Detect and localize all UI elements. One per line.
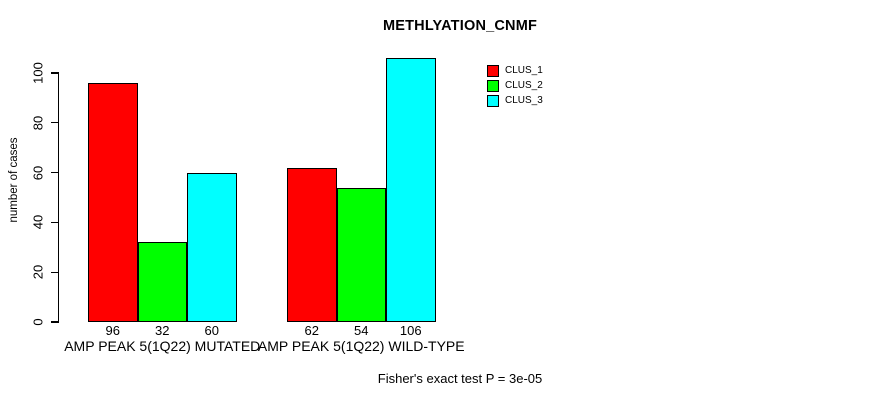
- y-axis-line: [58, 73, 60, 322]
- legend-color-swatch: [487, 64, 499, 77]
- bar-clus_1: [88, 82, 138, 322]
- y-axis-title: number of cases: [8, 137, 20, 223]
- legend-label: CLUS_2: [505, 80, 543, 92]
- bar-clus_1: [287, 167, 337, 322]
- y-axis-tick-label: 40: [30, 215, 46, 230]
- footnote-text: Fisher's exact test P = 3e-05: [377, 371, 543, 386]
- bar-value-label: 32: [155, 323, 170, 338]
- y-axis-tick: [51, 221, 59, 223]
- legend-label: CLUS_1: [505, 64, 543, 76]
- y-axis-tick-label: 100: [30, 62, 46, 84]
- legend-item-clus_2: CLUS_2: [487, 78, 543, 93]
- bar-clus_2: [336, 187, 386, 322]
- bar-clus_3: [187, 172, 237, 322]
- bar-clus_2: [137, 242, 187, 322]
- bar-value-label: 54: [354, 323, 369, 338]
- y-axis-tick: [51, 72, 59, 74]
- bar-value-label: 106: [399, 323, 422, 338]
- legend-item-clus_1: CLUS_1: [487, 63, 543, 78]
- y-axis-tick: [51, 122, 59, 124]
- legend-color-swatch: [487, 95, 499, 108]
- legend-item-clus_3: CLUS_3: [487, 94, 543, 109]
- x-axis-group-label: AMP PEAK 5(1Q22) WILD-TYPE: [257, 338, 465, 354]
- bar-value-label: 60: [204, 323, 219, 338]
- y-axis-tick-label: 20: [30, 264, 46, 280]
- bar-value-label: 62: [304, 323, 319, 338]
- y-axis-tick: [51, 172, 59, 174]
- y-axis-tick: [51, 271, 59, 273]
- legend: CLUS_1 CLUS_2 CLUS_3: [487, 63, 543, 109]
- bar-value-label: 96: [105, 323, 120, 338]
- y-axis-tick-label: 60: [30, 165, 46, 180]
- bar-clus_3: [386, 58, 436, 322]
- legend-color-swatch: [487, 80, 499, 93]
- y-axis-tick: [51, 321, 59, 323]
- y-axis-tick-label: 0: [30, 318, 46, 326]
- x-axis-group-label: AMP PEAK 5(1Q22) MUTATED: [64, 338, 261, 354]
- y-axis-tick-label: 80: [30, 115, 46, 131]
- chart-title: METHLYATION_CNMF: [382, 18, 538, 34]
- legend-label: CLUS_3: [505, 95, 543, 107]
